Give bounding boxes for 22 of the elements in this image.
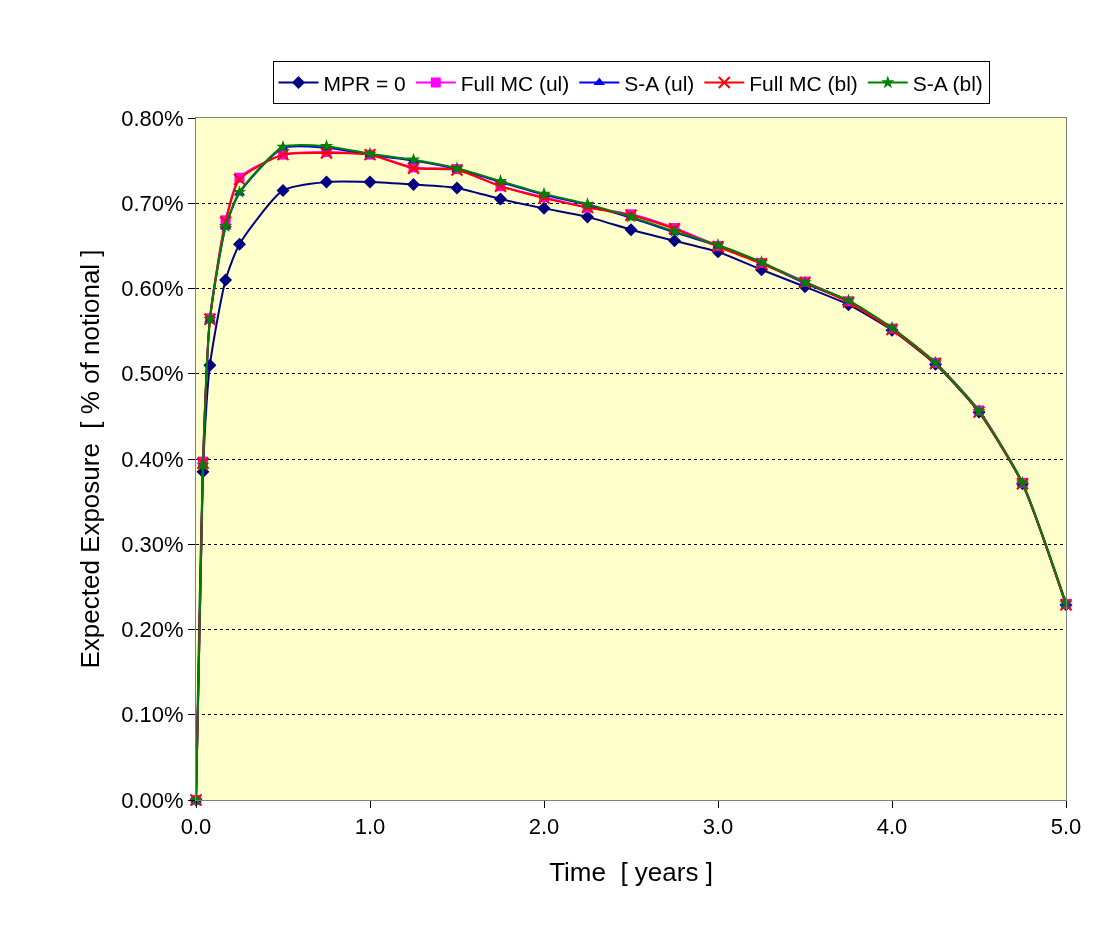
y-tick-label: 0.10%	[121, 702, 184, 728]
x-tick-label: 2.0	[528, 814, 560, 840]
y-tick-label: 0.60%	[121, 276, 184, 302]
x-tick-label: 1.0	[354, 814, 386, 840]
x-tick-label: 3.0	[702, 814, 734, 840]
y-axis-title: Expected Exposure [ % of notional ]	[74, 249, 105, 669]
legend-label: MPR = 0	[323, 71, 406, 95]
y-tick-label: 0.40%	[121, 446, 184, 472]
legend-label: Full MC (bl)	[749, 71, 858, 95]
x-axis-title: Time [ years ]	[549, 857, 713, 888]
y-tick-label: 0.30%	[121, 531, 184, 557]
legend-label: S-A (bl)	[912, 71, 983, 95]
legend-label: S-A (ul)	[624, 71, 695, 95]
y-tick-label: 0.70%	[121, 190, 184, 216]
y-tick-label: 0.80%	[121, 105, 184, 131]
y-tick-label: 0.20%	[121, 617, 184, 643]
legend-label: Full MC (ul)	[460, 71, 570, 95]
y-tick-label: 0.50%	[121, 361, 184, 387]
x-tick-label: 0.0	[180, 814, 212, 840]
y-tick-label: 0.00%	[121, 787, 184, 813]
x-tick-label: 4.0	[876, 814, 908, 840]
x-tick-label: 5.0	[1050, 814, 1082, 840]
